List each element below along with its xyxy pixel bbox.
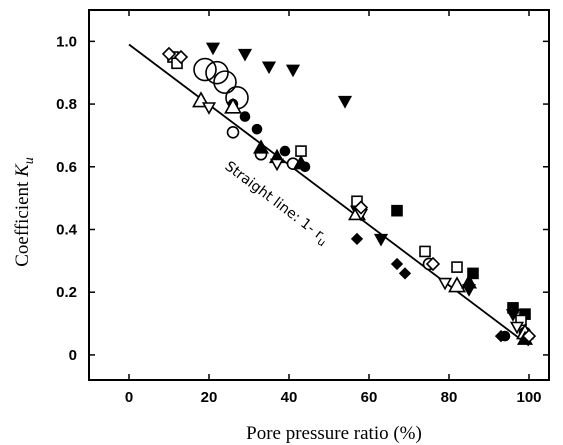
data-point-triangle-down-open [509,321,525,335]
y-tick-label: 0.4 [56,221,78,238]
x-tick-label: 60 [361,389,378,406]
data-point-triangle-up-open [224,97,242,114]
data-point-diamond-open [521,328,537,344]
y-axis-title-text: Coefficient [12,177,33,267]
y-axis-title: Coefficient Ku [12,157,37,267]
data-point-circle-filled [279,145,291,157]
y-axis-title-subscript: u [22,157,37,164]
data-point-square-open [419,245,431,258]
data-markers [161,42,537,345]
data-point-triangle-down-filled [261,61,277,75]
data-point-square-open [295,145,307,157]
x-axis-title: Pore pressure ratio (%) [246,423,422,444]
data-point-triangle-down-open [269,158,285,172]
data-point-diamond-filled [390,257,404,271]
data-point-diamond-filled [350,232,364,246]
data-point-diamond-filled [398,267,412,280]
y-tick-label: 0.2 [56,284,77,301]
data-point-triangle-up-filled [292,155,310,170]
data-point-triangle-down-filled [237,48,253,62]
x-tick-label: 80 [441,389,458,406]
reference-line-group [128,43,530,347]
data-point-triangle-down-filled [337,95,353,109]
data-point-circle-open-large [193,57,217,82]
data-point-circle-open-large [205,60,229,85]
x-tick-label: 0 [125,389,133,406]
reference-line [128,43,530,347]
data-point-triangle-up-open [448,276,466,293]
data-point-triangle-down-filled [205,42,221,56]
data-point-diamond-open [353,200,369,215]
y-tick-label: 1.0 [56,33,77,50]
x-tick-label: 100 [516,389,541,406]
data-point-circle-filled [251,123,263,135]
y-tick-label: 0.8 [56,96,77,113]
data-point-triangle-down-filled [373,233,389,247]
y-tick-label: 0.6 [56,159,77,176]
data-point-triangle-down-filled [285,64,301,78]
data-point-square-filled [467,267,479,280]
data-point-triangle-up-filled [460,274,478,289]
data-point-diamond-open [425,256,441,272]
data-point-square-filled [507,302,519,314]
data-point-circle-open-large [213,70,237,94]
y-axis-title-symbol: K [12,163,33,178]
x-tick-label: 40 [281,389,298,406]
y-tick-label: 0 [69,347,77,364]
data-point-triangle-up-filled [252,139,270,154]
data-point-diamond-filled [494,329,508,343]
data-point-diamond-open [173,49,189,65]
data-point-triangle-down-open [437,277,453,291]
data-point-circle-open [226,125,240,139]
data-point-triangle-down-open [201,102,217,115]
data-point-square-filled [391,204,403,217]
data-point-square-open [451,261,463,273]
data-point-diamond-open [161,46,177,62]
axis-ticks: 0 20 40 60 80 100 0 0.2 0.4 0.6 0.8 1.0 [56,10,549,406]
x-tick-label: 20 [201,389,218,406]
data-point-circle-filled [239,111,251,122]
